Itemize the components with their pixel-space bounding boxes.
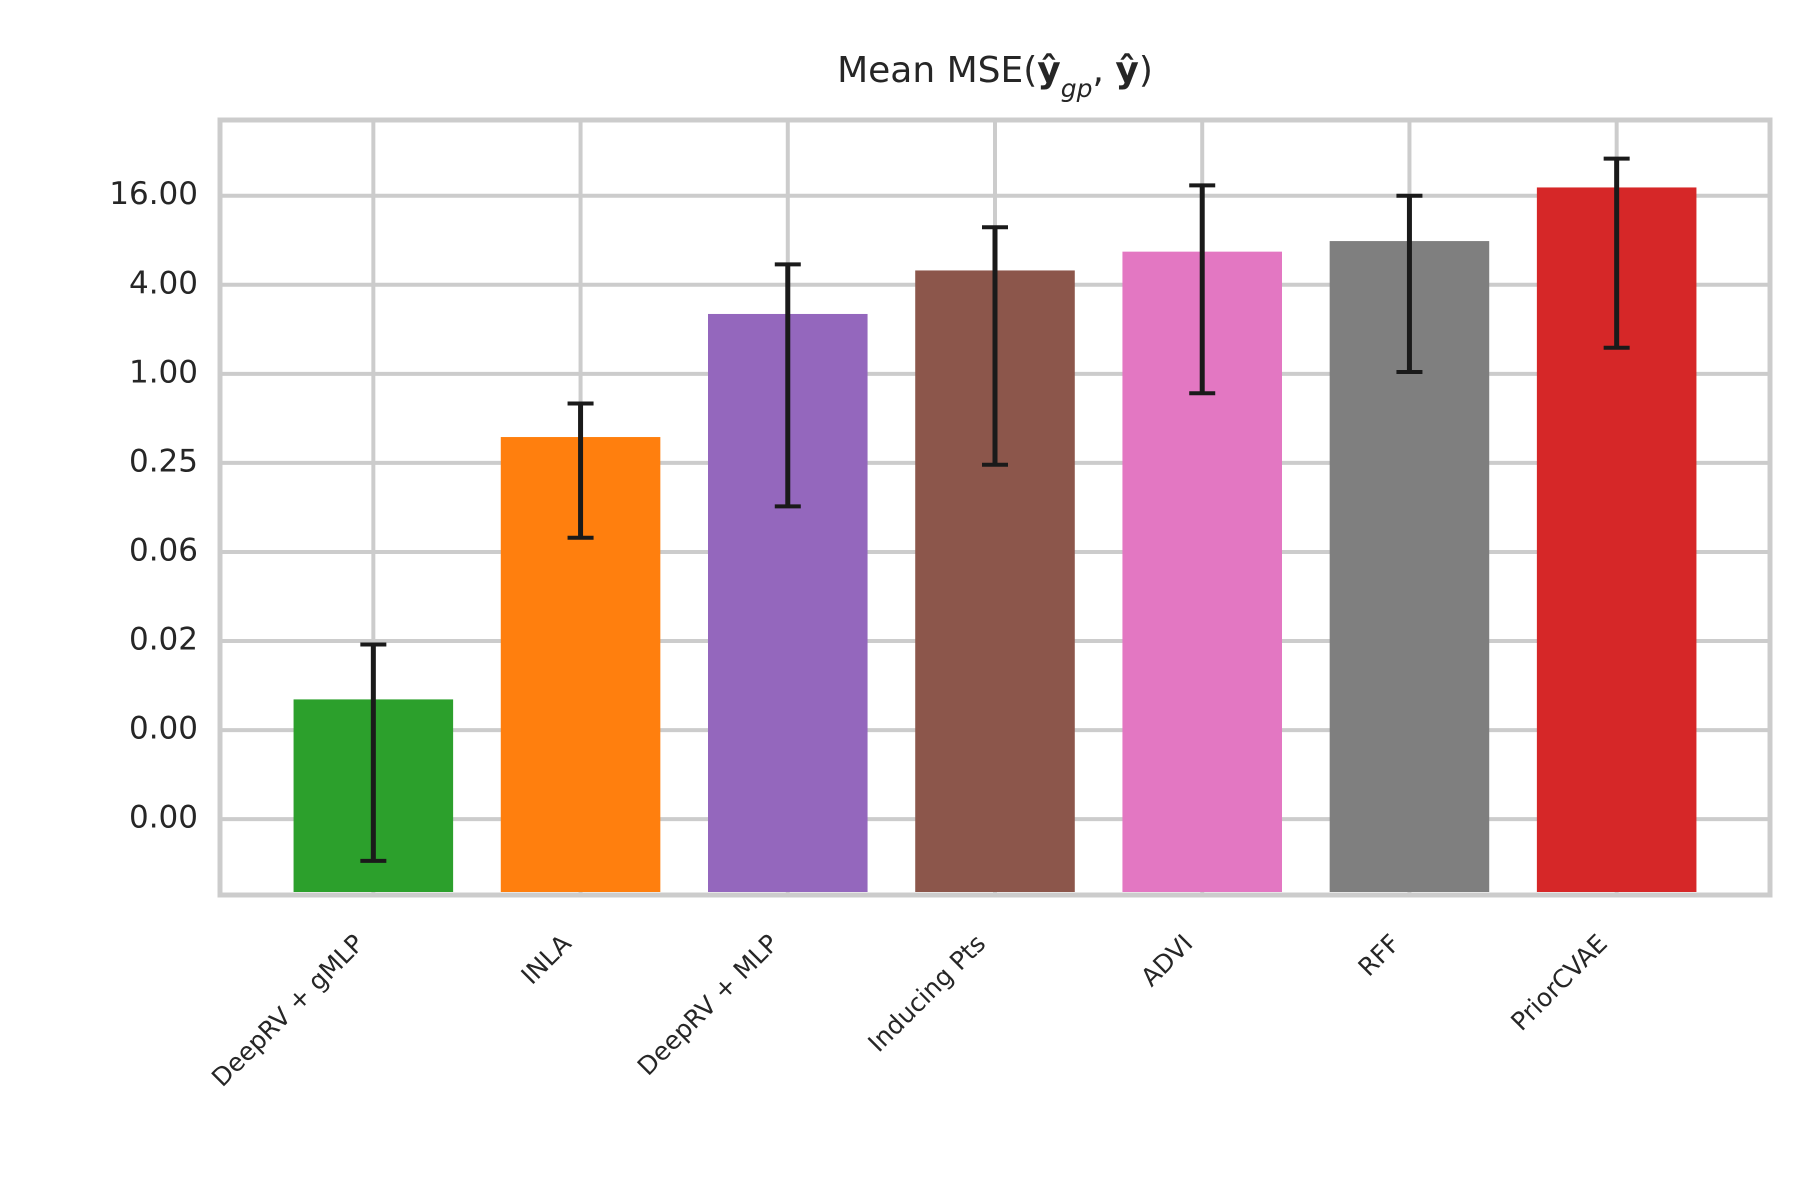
title-part: ): [1139, 50, 1153, 91]
title-part: ŷ: [1115, 50, 1138, 91]
y-tick-label: 0.02: [129, 622, 198, 658]
chart-title: Mean MSE(ŷgp, ŷ): [837, 50, 1153, 103]
y-tick-label: 16.00: [109, 176, 198, 212]
y-tick-label: 1.00: [129, 354, 198, 390]
title-subscript: gp: [1061, 74, 1093, 103]
y-tick-label: 4.00: [129, 265, 198, 301]
y-tick-label: 0.00: [129, 800, 198, 836]
title-part: Mean MSE(: [837, 50, 1037, 91]
y-tick-label: 0.06: [129, 532, 198, 568]
axes-frame: [217, 117, 1773, 898]
title-part: ŷ: [1037, 50, 1060, 91]
y-tick-label: 0.25: [129, 443, 198, 479]
y-tick-label: 0.00: [129, 711, 198, 747]
title-part: ,: [1093, 50, 1116, 91]
